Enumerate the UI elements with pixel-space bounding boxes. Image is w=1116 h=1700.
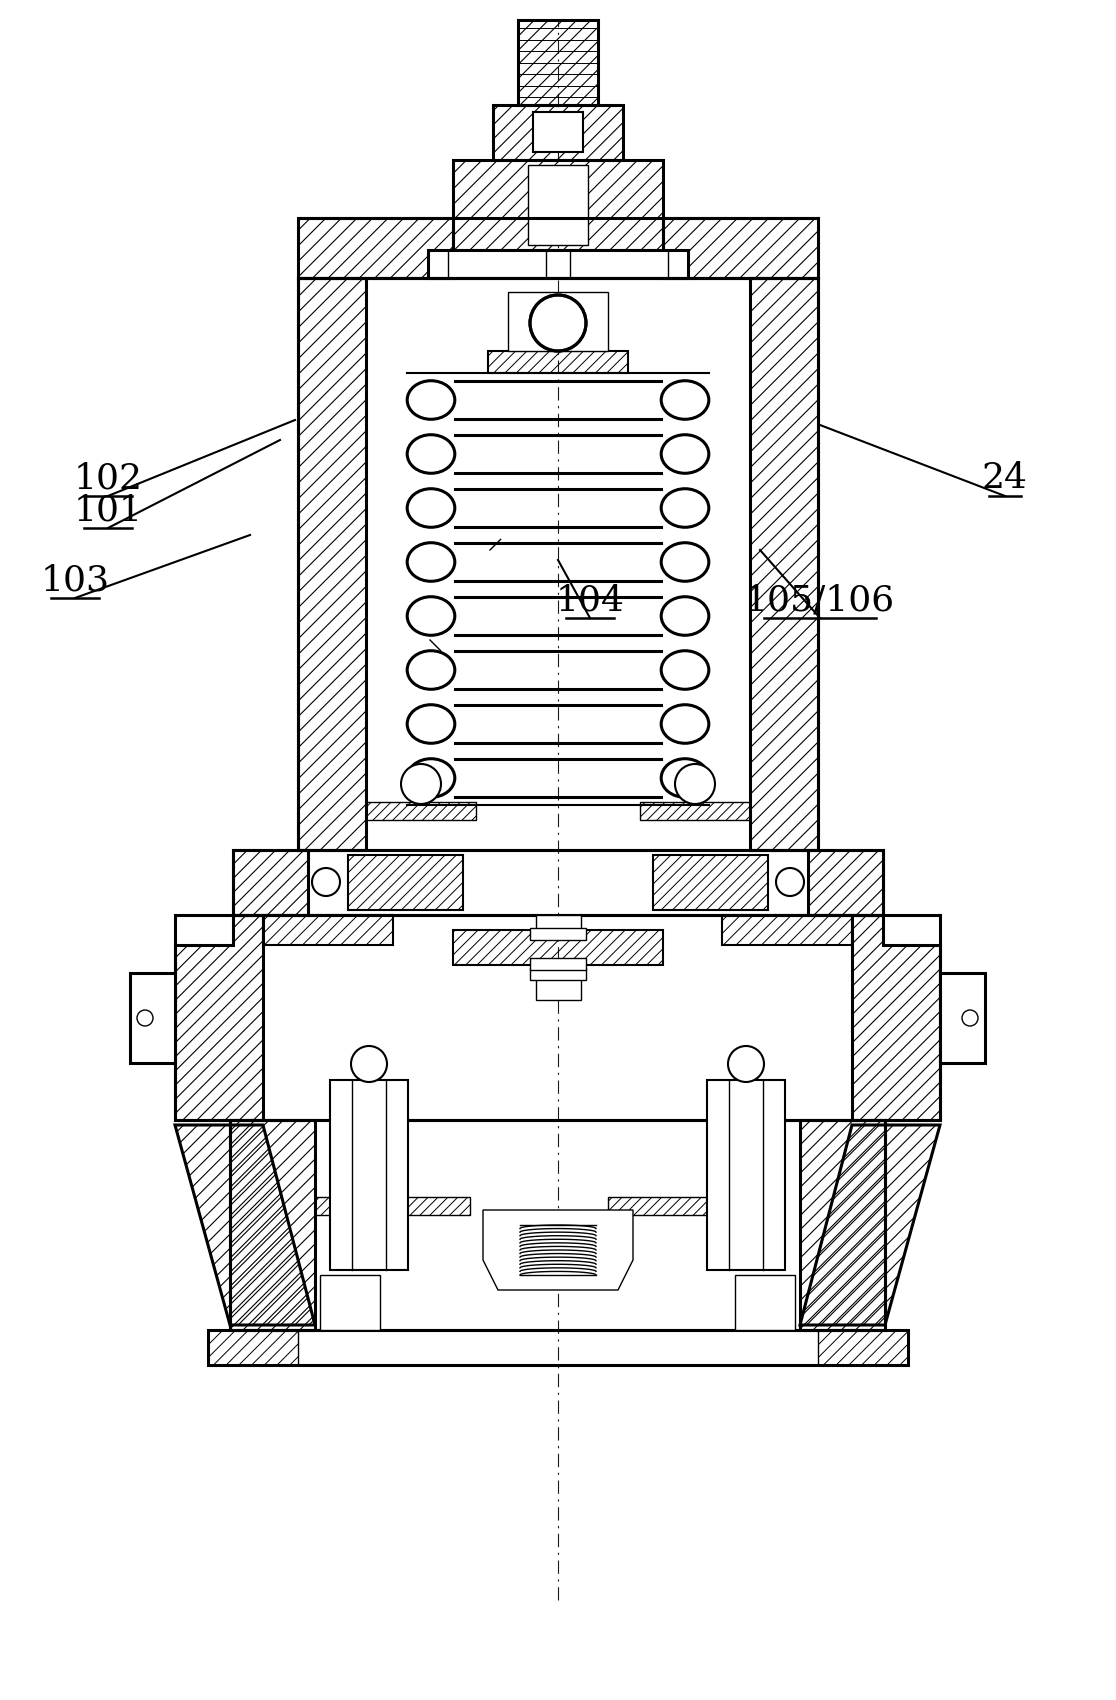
Ellipse shape bbox=[407, 435, 455, 473]
Bar bbox=[940, 972, 985, 1062]
Ellipse shape bbox=[661, 488, 709, 527]
Bar bbox=[508, 292, 608, 350]
Text: 102: 102 bbox=[74, 461, 143, 495]
Bar bbox=[530, 967, 586, 979]
Circle shape bbox=[352, 1046, 387, 1081]
Bar bbox=[129, 972, 175, 1062]
Text: 105/106: 105/106 bbox=[745, 583, 895, 617]
Bar bbox=[330, 1080, 408, 1270]
Ellipse shape bbox=[661, 381, 709, 420]
Ellipse shape bbox=[407, 488, 455, 527]
Bar bbox=[320, 1275, 381, 1329]
Polygon shape bbox=[483, 1210, 633, 1290]
Ellipse shape bbox=[407, 706, 455, 743]
Circle shape bbox=[962, 1010, 978, 1027]
Bar bbox=[735, 1275, 795, 1329]
Bar bbox=[708, 1080, 785, 1270]
Ellipse shape bbox=[407, 381, 455, 420]
Bar bbox=[530, 928, 586, 940]
Bar bbox=[233, 850, 883, 915]
Ellipse shape bbox=[407, 542, 455, 581]
Text: 104: 104 bbox=[556, 583, 625, 617]
Ellipse shape bbox=[661, 706, 709, 743]
Text: 24: 24 bbox=[982, 461, 1028, 495]
Text: 103: 103 bbox=[40, 563, 109, 597]
Ellipse shape bbox=[661, 758, 709, 797]
Ellipse shape bbox=[661, 597, 709, 636]
Circle shape bbox=[401, 763, 441, 804]
Circle shape bbox=[530, 296, 586, 350]
Bar bbox=[530, 959, 586, 971]
Bar bbox=[298, 279, 818, 850]
Bar bbox=[429, 250, 687, 279]
Circle shape bbox=[675, 763, 715, 804]
Ellipse shape bbox=[407, 651, 455, 688]
Ellipse shape bbox=[407, 597, 455, 636]
Circle shape bbox=[312, 869, 340, 896]
Text: 101: 101 bbox=[74, 493, 143, 527]
Ellipse shape bbox=[407, 758, 455, 797]
Bar bbox=[528, 165, 588, 245]
Circle shape bbox=[728, 1046, 764, 1081]
Bar bbox=[536, 966, 581, 1000]
Bar bbox=[230, 1120, 885, 1329]
Bar bbox=[536, 915, 581, 930]
Ellipse shape bbox=[661, 542, 709, 581]
Bar bbox=[533, 112, 583, 151]
Ellipse shape bbox=[661, 435, 709, 473]
Bar bbox=[208, 1329, 908, 1365]
Ellipse shape bbox=[661, 651, 709, 688]
Circle shape bbox=[137, 1010, 153, 1027]
Circle shape bbox=[776, 869, 804, 896]
